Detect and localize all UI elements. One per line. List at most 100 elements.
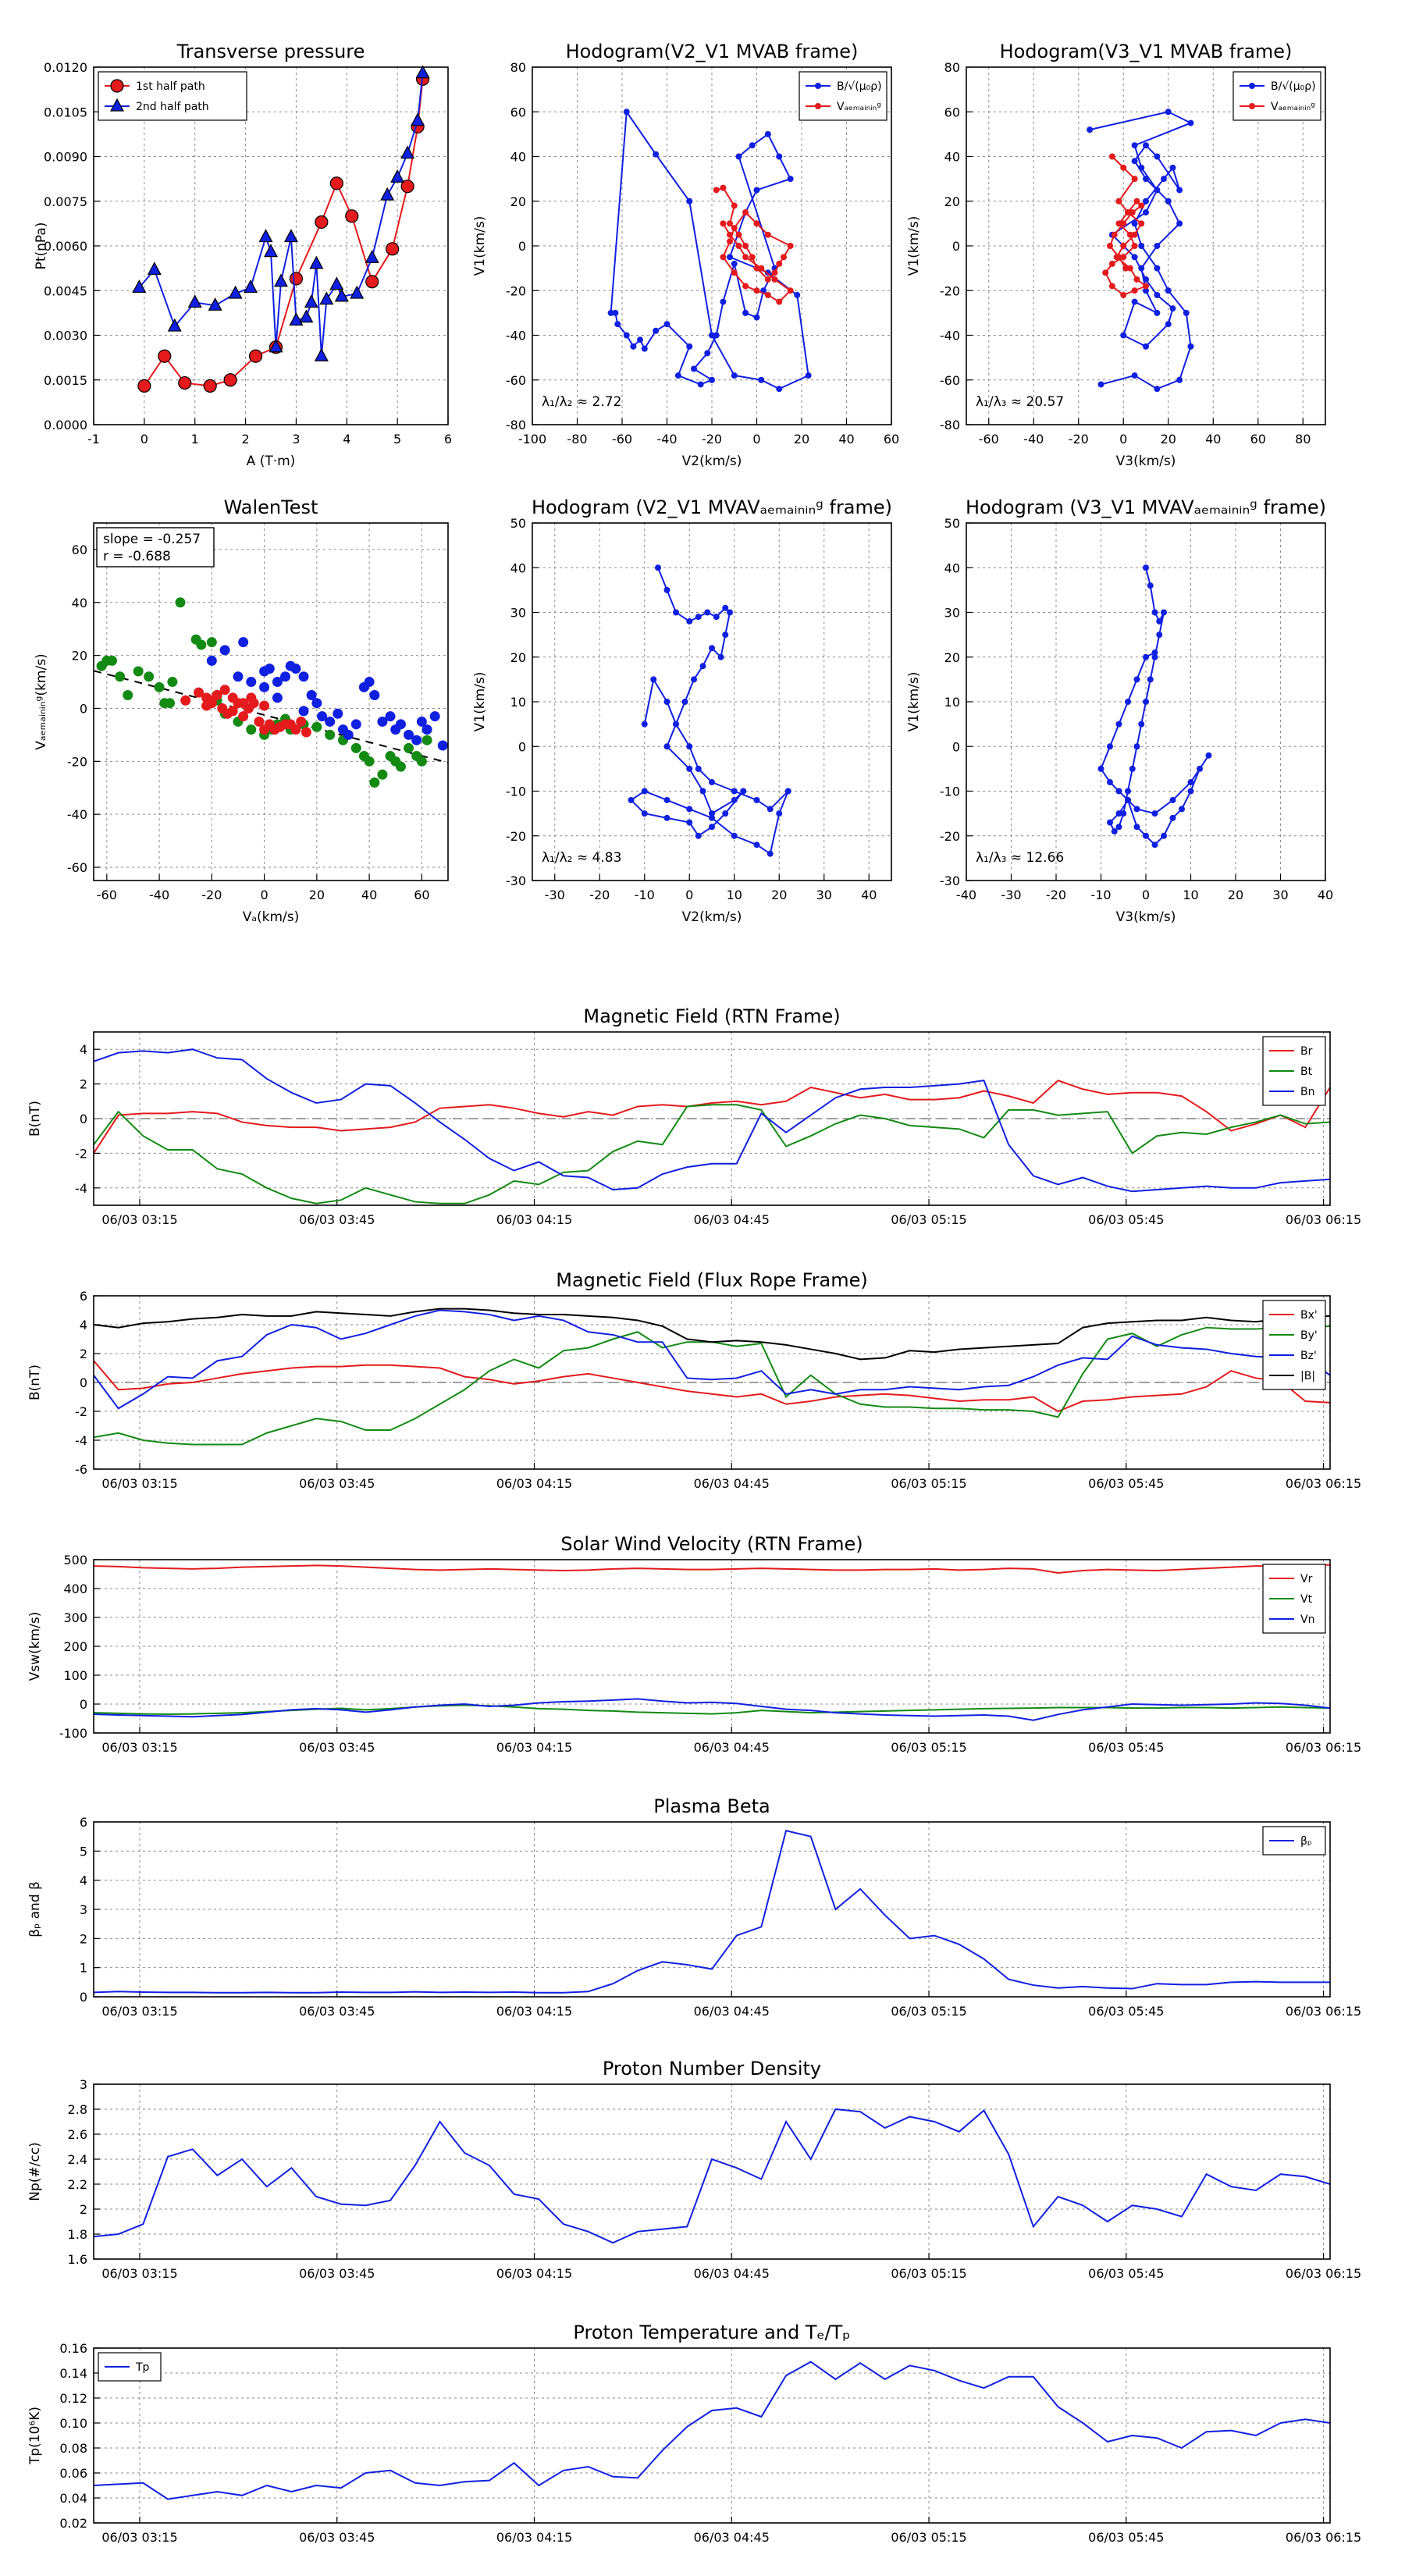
data-point (1143, 142, 1149, 149)
data-point (1151, 810, 1158, 817)
data-point (365, 249, 379, 263)
y-tick-label: 60 (510, 105, 526, 119)
data-point (115, 671, 126, 682)
x-tick-label: 06/03 03:15 (101, 2004, 177, 2019)
data-point (753, 314, 760, 321)
x-tick-label: 06/03 03:45 (299, 2530, 375, 2545)
plot-frame (93, 1031, 1331, 1206)
series-line (144, 79, 424, 387)
data-point (1143, 176, 1149, 183)
data-point (289, 272, 304, 286)
data-point (1115, 824, 1122, 831)
y-axis-label: B(nT) (27, 1101, 43, 1137)
x-tick-label: 06/03 03:15 (101, 1740, 177, 1755)
data-point (1156, 617, 1163, 624)
y-tick-label: 60 (944, 105, 960, 119)
x-tick-label: 30 (1272, 888, 1288, 902)
y-tick-label: 80 (510, 60, 526, 75)
data-point (269, 339, 283, 353)
data-point (1176, 220, 1183, 227)
data-point (781, 254, 787, 261)
data-point (325, 729, 336, 740)
data-point (742, 254, 749, 261)
x-tick-label: 06/03 04:45 (694, 1212, 770, 1227)
data-point (1138, 164, 1145, 171)
data-point (306, 690, 317, 701)
data-point (404, 729, 414, 740)
data-point (1131, 142, 1138, 149)
x-tick-label: 06/03 05:45 (1088, 2266, 1164, 2281)
y-tick-label: 30 (510, 606, 526, 621)
legend-marker (1249, 103, 1255, 109)
y-tick-label: -40 (506, 329, 526, 343)
data-point (1131, 158, 1138, 165)
data-point (1154, 386, 1161, 393)
data-point (720, 298, 727, 305)
data-point (208, 297, 222, 311)
annotation-text: r = -0.688 (103, 549, 171, 564)
data-point (709, 779, 715, 786)
data-point (776, 153, 783, 160)
legend-label: 2nd half path (136, 101, 209, 113)
data-point (623, 332, 630, 339)
x-tick-label: -30 (545, 888, 565, 902)
data-point (314, 347, 329, 361)
data-point (238, 711, 249, 722)
x-tick-label: 60 (884, 432, 899, 447)
y-tick-label: -10 (940, 785, 960, 799)
data-point (1138, 265, 1145, 272)
data-point (1169, 796, 1176, 803)
x-tick-label: 80 (1295, 432, 1311, 447)
data-point (196, 639, 207, 650)
data-point (1133, 824, 1140, 831)
data-point (144, 671, 155, 682)
fit-line (93, 670, 449, 763)
data-point (1165, 197, 1172, 205)
data-point (1147, 676, 1154, 683)
data-point (731, 269, 738, 276)
data-point (1126, 265, 1133, 272)
y-tick-label: 4 (80, 1042, 87, 1057)
data-point (727, 254, 733, 261)
data-point (309, 255, 324, 269)
legend-box (799, 71, 887, 121)
x-tick-label: 06/03 04:15 (496, 1476, 572, 1491)
annotation-box (96, 527, 215, 568)
data-point (776, 298, 783, 305)
data-point (319, 291, 334, 305)
data-point (123, 690, 133, 701)
x-tick-label: -20 (1069, 432, 1089, 447)
data-point (364, 677, 375, 688)
data-point (663, 814, 670, 821)
legend-label: B/√(μ₀ρ) (837, 80, 882, 93)
data-point (290, 724, 301, 735)
data-point (805, 372, 812, 379)
data-point (311, 698, 322, 709)
y-tick-label: -20 (67, 754, 87, 769)
data-point (1151, 609, 1158, 616)
data-point (1156, 632, 1163, 639)
data-point (1161, 832, 1167, 839)
data-point (713, 614, 720, 621)
data-point (731, 372, 738, 379)
data-point (727, 220, 733, 227)
data-point (727, 231, 733, 238)
data-point (1131, 243, 1138, 249)
data-point (720, 220, 727, 227)
y-axis-label: Pt(nPa) (34, 222, 49, 270)
legend-label: Bx' (1300, 1309, 1318, 1322)
y-tick-label: -60 (940, 373, 960, 388)
y-axis-label: V1(km/s) (472, 672, 488, 732)
y-tick-label: -2 (75, 1146, 87, 1161)
y-tick-label: 200 (63, 1639, 87, 1654)
x-tick-label: -40 (956, 888, 976, 902)
data-point (158, 349, 172, 363)
legend-label: Bz' (1300, 1350, 1317, 1362)
data-point (1187, 788, 1194, 795)
y-tick-label: 0 (80, 701, 87, 716)
data-point (1115, 197, 1122, 205)
y-tick-label: 2.2 (68, 2177, 87, 2192)
data-point (325, 716, 336, 727)
y-tick-label: 4 (80, 1873, 87, 1888)
annotation-text: λ₁/λ₃ ≈ 20.57 (976, 394, 1064, 410)
